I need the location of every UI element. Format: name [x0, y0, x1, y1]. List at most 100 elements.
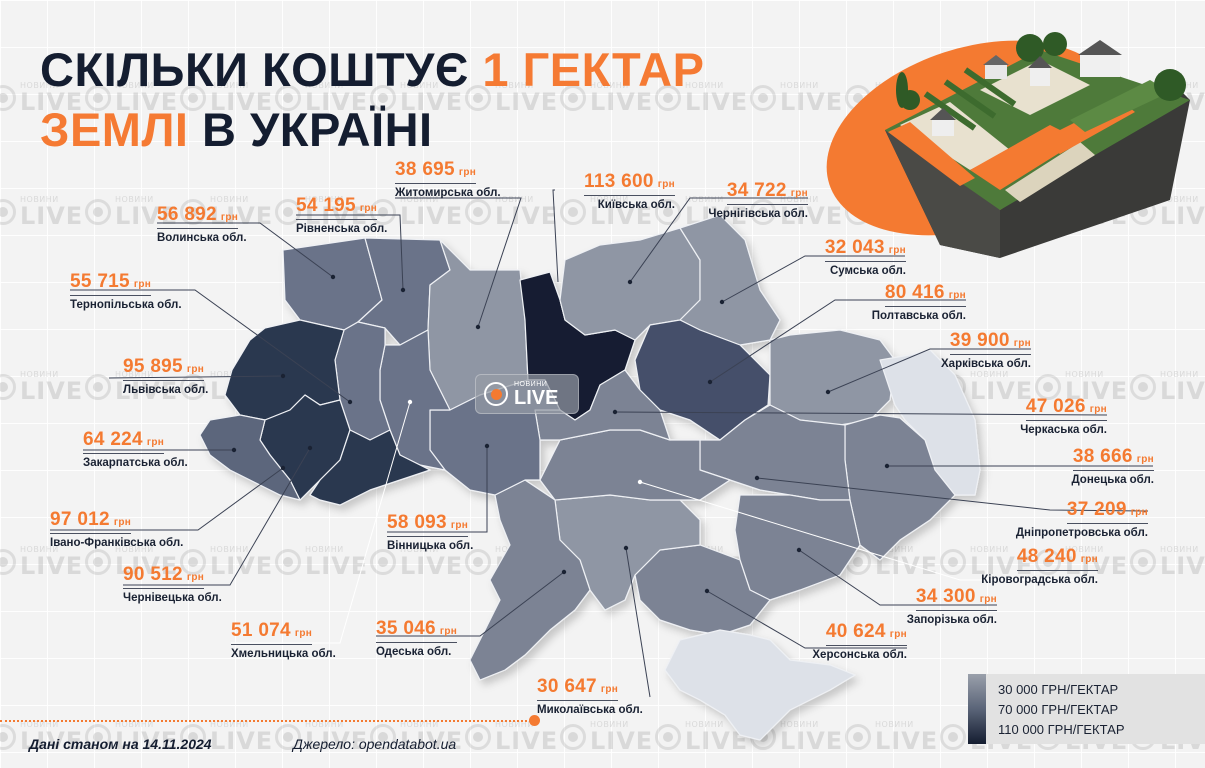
label-khmelnytskyi: 51 074 грн Хмельницька обл. — [231, 621, 336, 660]
region-kherson[interactable] — [634, 544, 771, 636]
label-zaporizhzhia: 34 300 грн Запорізька обл. — [880, 587, 997, 626]
label-volyn: 56 892 грн Волинська обл. — [157, 205, 247, 244]
legend-item-mid: 70 000 ГРН/ГЕКТАР — [998, 702, 1119, 717]
region-zakarpattia[interactable] — [199, 414, 301, 501]
region-name: Львівська обл. — [123, 384, 209, 396]
region-sumy[interactable] — [679, 214, 781, 346]
region-name: Запорізька обл. — [906, 614, 997, 626]
logo-big-text: LIVE — [514, 386, 559, 409]
label-chernivtsi: 90 512 грн Чернівецька обл. — [123, 565, 222, 604]
value: 95 895 — [123, 356, 183, 377]
value: 51 074 — [231, 620, 291, 641]
currency: грн — [146, 437, 165, 448]
currency: грн — [359, 203, 378, 214]
label-rivne: 54 195 грн Рівненська обл. — [296, 196, 387, 235]
region-name: Закарпатська обл. — [83, 457, 188, 469]
region-name: Київська обл. — [597, 199, 675, 211]
footer-dotted-divider — [0, 720, 535, 722]
region-kharkiv[interactable] — [769, 329, 896, 426]
region-name: Черкаська обл. — [1020, 424, 1107, 436]
currency: грн — [1136, 454, 1154, 465]
region-cherkasy[interactable] — [534, 369, 671, 441]
label-ivano-frankivsk: 97 012 грн Івано-Франківська обл. — [50, 510, 183, 549]
currency: грн — [220, 212, 239, 223]
color-scale-legend: 30 000 ГРН/ГЕКТАР 70 000 ГРН/ГЕКТАР 110 … — [968, 674, 1205, 744]
farmland-illustration — [885, 32, 1190, 258]
region-crimea — [664, 629, 856, 741]
label-kyiv: 113 600 грн Київська обл. — [555, 172, 675, 211]
currency: грн — [133, 279, 152, 290]
currency: грн — [1080, 554, 1098, 565]
label-lviv: 95 895 грн Львівська обл. — [123, 357, 208, 396]
currency: грн — [790, 188, 808, 199]
region-name: Вінницька обл. — [387, 540, 474, 552]
label-kharkiv: 39 900 грн Харківська обл. — [920, 331, 1031, 370]
region-name: Дніпропетровська обл. — [1015, 527, 1148, 539]
currency: грн — [657, 179, 675, 190]
value: 58 093 — [387, 512, 447, 533]
title-line2-accent: ЗЕМЛІ — [40, 103, 189, 156]
label-poltava: 80 416 грн Полтавська обл. — [850, 283, 966, 322]
currency: грн — [186, 364, 205, 375]
value: 90 512 — [123, 564, 183, 585]
label-zakarpattia: 64 224 грн Закарпатська обл. — [83, 430, 188, 469]
logo-small-text: НОВИНИ — [514, 380, 548, 388]
label-mykolaiv: 30 647 грн Миколаївська обл. — [537, 677, 643, 716]
region-name: Волинська обл. — [157, 232, 247, 244]
title-line1-dark: СКІЛЬКИ КОШТУЄ — [40, 43, 483, 96]
label-ternopil: 55 715 грн Тернопільська обл. — [70, 272, 182, 311]
currency: грн — [888, 245, 906, 256]
data-date: Дані станом на 14.11.2024 — [29, 736, 212, 752]
region-name: Хмельницька обл. — [231, 648, 336, 660]
currency: грн — [113, 517, 132, 528]
region-odesa[interactable] — [469, 479, 591, 681]
region-name: Харківська обл. — [941, 358, 1031, 370]
region-dnipro[interactable] — [699, 404, 851, 501]
currency: грн — [458, 167, 477, 178]
legend-item-low: 30 000 ГРН/ГЕКТАР — [998, 682, 1119, 697]
currency: грн — [1089, 404, 1107, 415]
value: 30 647 — [537, 676, 597, 697]
currency: грн — [294, 628, 313, 639]
label-kirovohrad: 48 240 грн Кіровоградська обл. — [960, 547, 1098, 586]
value: 34 722 — [726, 180, 787, 201]
currency: грн — [186, 572, 205, 583]
page-title: СКІЛЬКИ КОШТУЄ 1 ГЕКТАР ЗЕМЛІ В УКРАЇНІ — [40, 40, 704, 160]
region-zaporizhzhia[interactable] — [734, 494, 861, 601]
value: 54 195 — [296, 195, 356, 216]
currency: грн — [439, 626, 458, 637]
region-name: Одеська обл. — [376, 646, 452, 658]
value: 113 600 — [584, 171, 654, 192]
live-logo-icon — [484, 382, 508, 406]
region-chernivtsi[interactable] — [309, 429, 431, 506]
region-name: Донецька обл. — [1071, 474, 1154, 486]
value: 40 624 — [825, 621, 886, 642]
value: 80 416 — [884, 282, 945, 303]
currency: грн — [1130, 507, 1148, 518]
region-name: Тернопільська обл. — [70, 299, 182, 311]
legend-gradient-bar — [968, 674, 986, 744]
value: 56 892 — [157, 204, 217, 225]
divider-end-dot — [529, 715, 540, 726]
region-name: Кіровоградська обл. — [981, 574, 1098, 586]
currency: грн — [600, 684, 619, 695]
value: 35 046 — [376, 618, 436, 639]
region-name: Миколаївська обл. — [537, 704, 643, 716]
value: 39 900 — [949, 330, 1010, 351]
value: 55 715 — [70, 271, 130, 292]
value: 38 695 — [395, 159, 455, 180]
region-name: Чернівецька обл. — [123, 592, 222, 604]
value: 47 026 — [1025, 396, 1086, 417]
region-name: Херсонська обл. — [812, 649, 907, 661]
region-name: Чернігівська обл. — [708, 208, 808, 220]
currency: грн — [979, 594, 997, 605]
value: 38 666 — [1072, 446, 1133, 467]
value: 32 043 — [824, 237, 885, 258]
label-kherson: 40 624 грн Херсонська обл. — [790, 622, 907, 661]
label-odesa: 35 046 грн Одеська обл. — [376, 618, 458, 658]
label-vinnytsia: 58 093 грн Вінницька обл. — [387, 513, 473, 552]
label-sumy: 32 043 грн Сумська обл. — [800, 238, 906, 277]
data-source: Джерело: opendatabot.ua — [293, 736, 457, 752]
title-line1-accent: 1 ГЕКТАР — [482, 43, 705, 96]
